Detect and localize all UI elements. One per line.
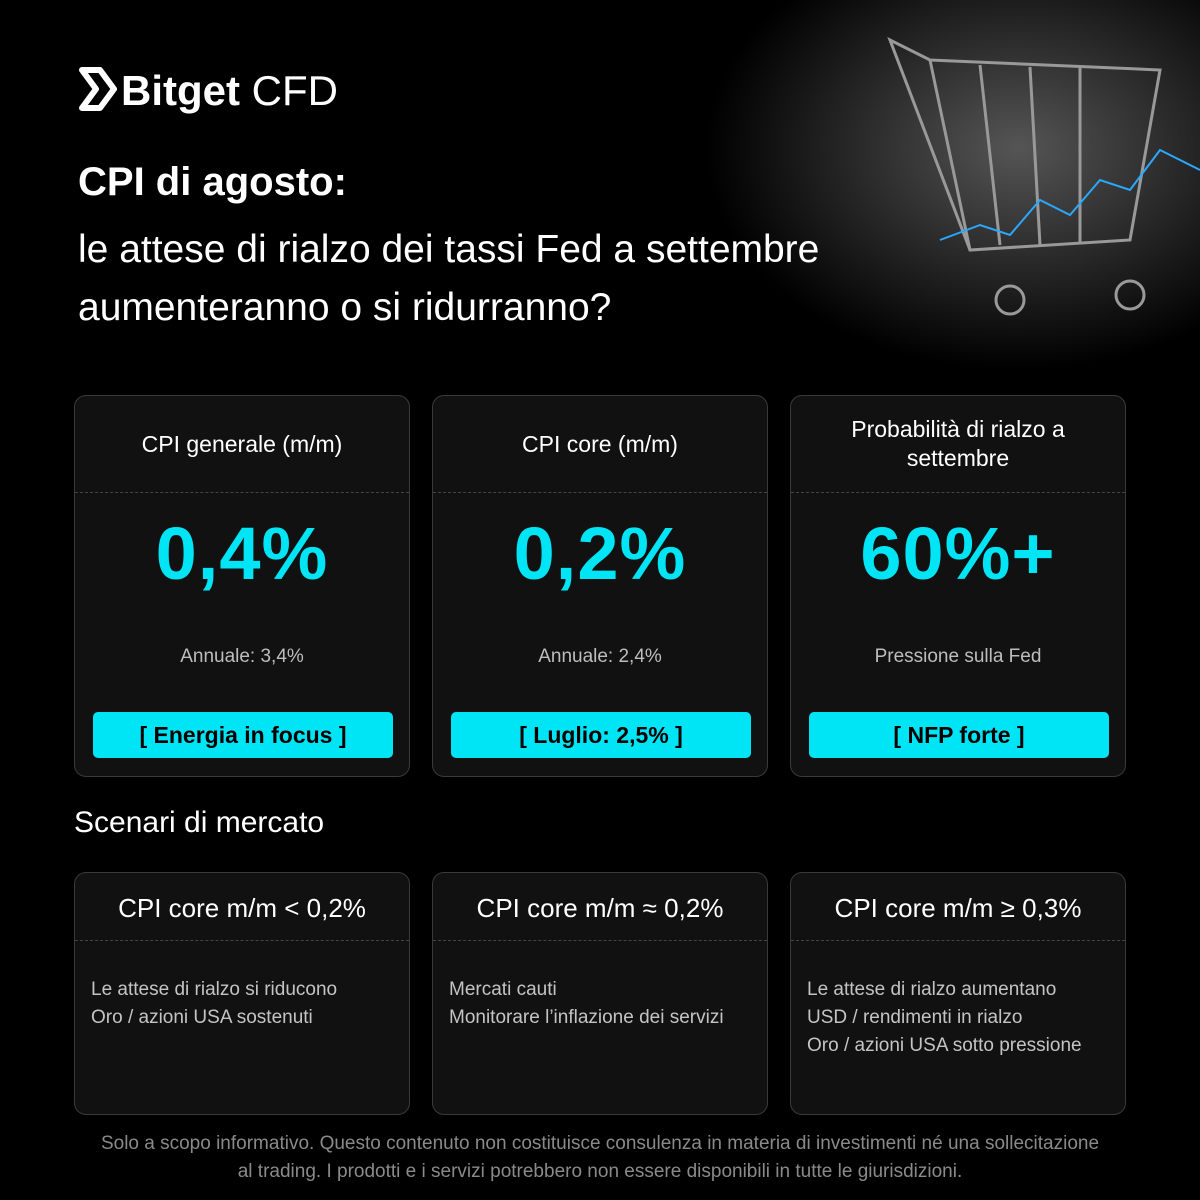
scenario-line: Mercati cauti (449, 979, 557, 1000)
scenario-card: CPI core m/m ≥ 0,3% Le attese di rialzo a… (790, 872, 1126, 1115)
card-title: CPI generale (m/m) (141, 430, 343, 457)
scenario-condition: CPI core m/m ≥ 0,3% (834, 892, 1082, 923)
scenario-line: Monitorare l’inflazione dei servizi (449, 1007, 724, 1028)
brand-name: Bitget (121, 67, 240, 114)
metric-card: CPI generale (m/m) 0,4% Annuale: 3,4% [ Ene… (74, 395, 410, 777)
divider (75, 940, 409, 941)
card-title: CPI core (m/m) (522, 430, 678, 457)
section-title: Scenari di mercato (74, 806, 325, 839)
title: CPI di agosto: (78, 160, 347, 204)
logo-icon (79, 67, 117, 111)
divider (791, 492, 1125, 493)
card-title: Probabilità di rialzo a settembre (851, 416, 1065, 471)
divider (433, 492, 767, 493)
card-value: 60%+ (860, 512, 1056, 595)
card-tag: [ Energia in focus ] (93, 712, 393, 758)
card-note: Annuale: 3,4% (180, 646, 304, 667)
divider (791, 940, 1125, 941)
brand-suffix: CFD (251, 67, 338, 114)
scenario-card: CPI core m/m ≈ 0,2% Mercati cauti Monitora… (432, 872, 768, 1115)
card-tag: [ Luglio: 2,5% ] (451, 712, 751, 758)
scenario-line: Le attese di rialzo aumentano (807, 979, 1057, 1000)
scenario-line: Oro / azioni USA sotto pressione (807, 1035, 1082, 1056)
scenario-line: Oro / azioni USA sostenuti (91, 1007, 313, 1028)
scenario-condition: CPI core m/m ≈ 0,2% (476, 892, 724, 923)
metric-card: Probabilità di rialzo a settembre 60%+ Pre… (790, 395, 1126, 777)
brand: Bitget CFD (121, 66, 338, 116)
card-value: 0,4% (155, 512, 329, 595)
divider (75, 492, 409, 493)
card-value: 0,2% (513, 512, 687, 595)
scenario-line: Le attese di rialzo si riducono (91, 979, 338, 1000)
scenario-condition: CPI core m/m < 0,2% (118, 892, 366, 923)
card-note: Annuale: 2,4% (538, 646, 662, 667)
scenario-line: USD / rendimenti in rialzo (807, 1007, 1023, 1028)
card-note: Pressione sulla Fed (874, 646, 1042, 667)
disclaimer-line: al trading. I prodotti e i servizi potre… (237, 1161, 963, 1182)
subtitle-line: aumenteranno o si ridurranno? (78, 286, 612, 329)
hero-background (680, 0, 1200, 370)
divider (433, 940, 767, 941)
disclaimer-line: Solo a scopo informativo. Questo contenu… (100, 1133, 1100, 1154)
metric-card: CPI core (m/m) 0,2% Annuale: 2,4% [ Luglio:… (432, 395, 768, 777)
card-tag: [ NFP forte ] (809, 712, 1109, 758)
subtitle-line: le attese di rialzo dei tassi Fed a sett… (78, 228, 820, 271)
scenario-card: CPI core m/m < 0,2% Le attese di rialzo s… (74, 872, 410, 1115)
